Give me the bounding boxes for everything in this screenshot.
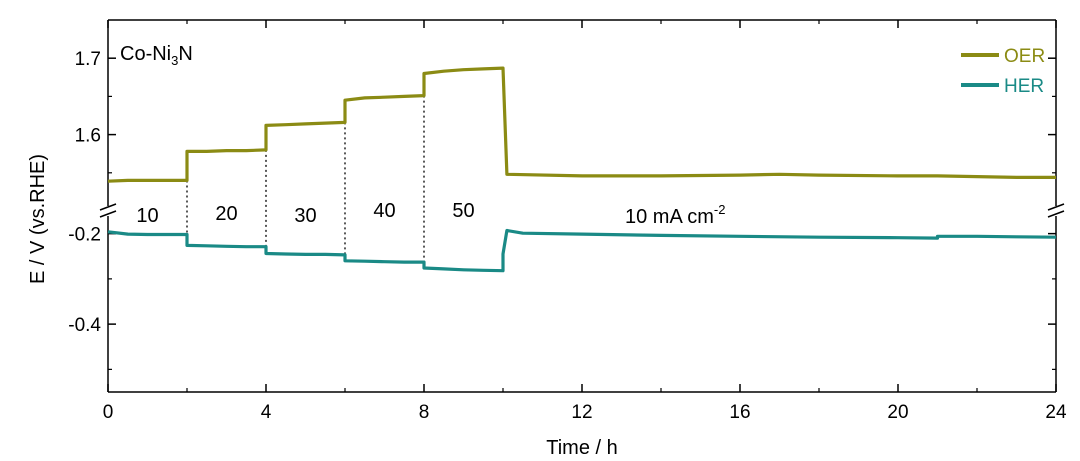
segment-dividers bbox=[186, 95, 425, 269]
legend: OER HER bbox=[961, 46, 1045, 97]
axis-break-mark bbox=[99, 210, 117, 218]
segment-label: 20 bbox=[215, 203, 237, 225]
panel-label-sub: 3 bbox=[171, 53, 178, 68]
legend-label-oer: OER bbox=[1004, 46, 1045, 67]
series-layer bbox=[107, 66, 1057, 273]
segment-label: 10 bbox=[136, 205, 158, 227]
legend-label-her: HER bbox=[1004, 76, 1044, 97]
x-tick-label: 16 bbox=[729, 402, 750, 423]
y-axis-title: E / V (vs.RHE) bbox=[27, 154, 49, 284]
x-tick-label: 0 bbox=[103, 402, 114, 423]
y-tick-label: 1.6 bbox=[75, 126, 101, 147]
y-tick-label: 1.7 bbox=[75, 49, 101, 70]
axis-break-mark bbox=[1047, 210, 1065, 218]
axis-break-gap bbox=[1048, 206, 1064, 216]
x-tick-label: 8 bbox=[419, 402, 430, 423]
series-line-her bbox=[107, 228, 1057, 273]
segment-label: 50 bbox=[452, 200, 474, 222]
series-line-oer bbox=[107, 66, 1056, 183]
current-label-main: 10 mA cm bbox=[625, 206, 714, 228]
x-tick-label: 24 bbox=[1045, 402, 1067, 423]
axes: 0 4 8 12 16 20 24 1.6 1.7 -0.2 -0.4 bbox=[68, 19, 1067, 423]
panel-label: Co-Ni3N bbox=[120, 43, 193, 68]
segment-label: 30 bbox=[294, 205, 316, 227]
x-axis-title: Time / h bbox=[546, 437, 618, 459]
segment-label: 40 bbox=[373, 200, 395, 222]
annotations: 10 20 30 40 50 bbox=[136, 200, 474, 227]
axis-break-mark bbox=[99, 203, 117, 211]
x-tick-label: 20 bbox=[887, 402, 908, 423]
panel-label-end: N bbox=[178, 43, 192, 65]
x-tick-label: 4 bbox=[261, 402, 272, 423]
x-tick-label: 12 bbox=[571, 402, 592, 423]
y-tick-label: -0.2 bbox=[68, 225, 101, 246]
current-label-sup: -2 bbox=[714, 202, 726, 217]
axis-break-gap bbox=[100, 206, 116, 216]
y-tick-label: -0.4 bbox=[68, 315, 101, 336]
axis-break-mark bbox=[1047, 203, 1065, 211]
panel-label-main: Co-Ni bbox=[120, 43, 171, 65]
current-label: 10 mA cm-2 bbox=[625, 202, 725, 228]
